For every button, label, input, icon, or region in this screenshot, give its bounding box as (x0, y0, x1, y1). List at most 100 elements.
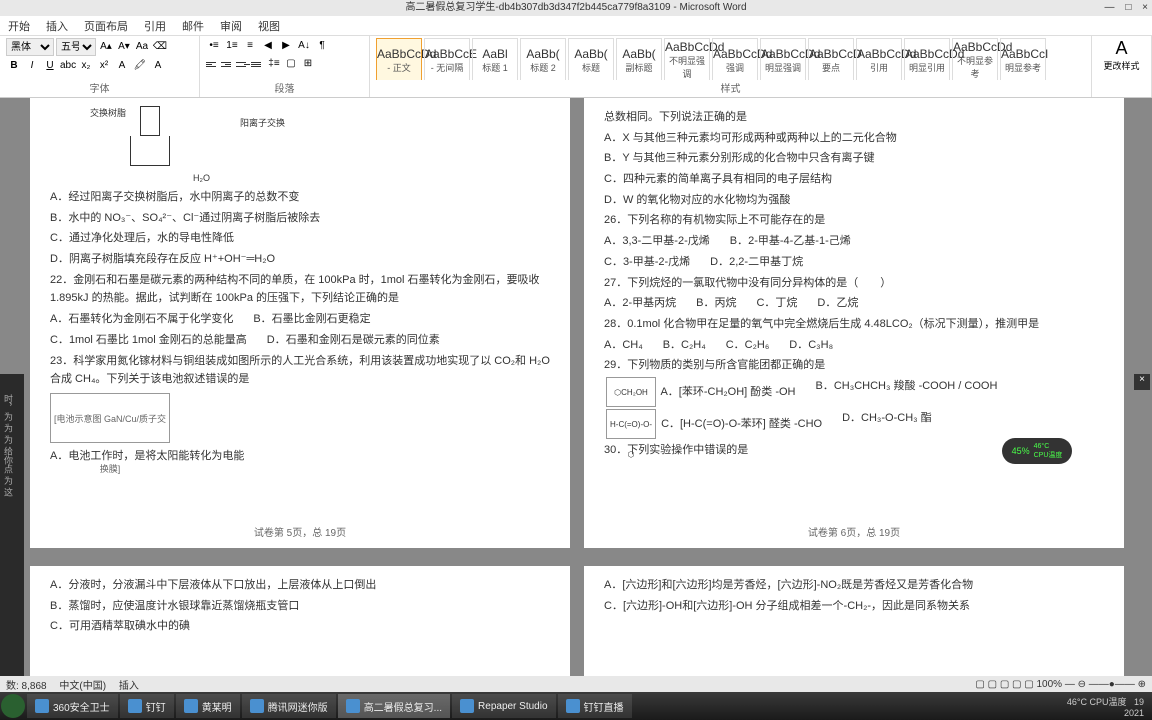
menu-view[interactable]: 视图 (258, 18, 280, 34)
dark-sidebar: 时，为 为 为 给你点 为 这 (0, 374, 24, 676)
numbering-button[interactable]: 1≡ (224, 38, 240, 54)
style-0[interactable]: AaBbCcDd- 正文 (376, 38, 422, 80)
close-button[interactable]: × (1142, 2, 1148, 13)
strikethrough-button[interactable]: abc (60, 58, 76, 74)
insert-mode[interactable]: 插入 (119, 681, 139, 692)
change-styles-label: 更改样式 (1098, 59, 1145, 72)
style-10[interactable]: AaBbCcDd引用 (856, 38, 902, 80)
multilevel-button[interactable]: ≡ (242, 38, 258, 54)
bold-button[interactable]: B (6, 58, 22, 74)
taskbar: 360安全卫士钉钉黄某明腾讯网迷你版高二暑假总复习...Repaper Stud… (0, 692, 1152, 720)
taskbar-item-4[interactable]: 高二暑假总复习... (338, 694, 450, 718)
align-center-button[interactable] (221, 57, 235, 71)
taskbar-item-3[interactable]: 腾讯网迷你版 (242, 694, 336, 718)
maximize-button[interactable]: □ (1125, 2, 1131, 13)
align-right-button[interactable] (236, 57, 250, 71)
zoom-slider[interactable]: — ⊖ ——●—— ⊕ (1065, 679, 1146, 690)
menu-references[interactable]: 引用 (144, 18, 166, 34)
sort-button[interactable]: A↓ (296, 38, 312, 54)
bullets-button[interactable]: •≡ (206, 38, 222, 54)
taskbar-tray[interactable]: 46°C CPU温度 192021 (1059, 695, 1152, 718)
style-11[interactable]: AaBbCcDd明显引用 (904, 38, 950, 80)
menu-review[interactable]: 审阅 (220, 18, 242, 34)
underline-button[interactable]: U (42, 58, 58, 74)
clear-format-button[interactable]: ⌫ (152, 39, 168, 55)
font-group-label: 字体 (6, 80, 193, 95)
option-c: C．通过净化处理后，水的导电性降低 (50, 229, 550, 248)
style-13[interactable]: AaBbCcI明显参考 (1000, 38, 1046, 80)
italic-button[interactable]: I (24, 58, 40, 74)
menu-layout[interactable]: 页面布局 (84, 18, 128, 34)
paragraph-group: •≡ 1≡ ≡ ◀ ▶ A↓ ¶ ‡≡ ▢ ⊞ 段落 (200, 36, 370, 97)
word-count[interactable]: 数: 8,868 (6, 681, 47, 692)
page-number-6: 试卷第 6页，总 19页 (584, 525, 1124, 542)
window-controls: — □ × (1097, 0, 1148, 16)
menu-insert[interactable]: 插入 (46, 18, 68, 34)
style-5[interactable]: AaBb(副标题 (616, 38, 662, 80)
paragraph-group-label: 段落 (206, 80, 363, 95)
font-color-button[interactable]: A (150, 58, 166, 74)
decrease-indent-button[interactable]: ◀ (260, 38, 276, 54)
show-marks-button[interactable]: ¶ (314, 38, 330, 54)
font-group: 黑体 五号 A▴ A▾ Aa ⌫ B I U abc x₂ x² A 🖍 A 字… (0, 36, 200, 97)
style-12[interactable]: AaBbCcDd不明显参考 (952, 38, 998, 80)
menu-home[interactable]: 开始 (8, 18, 30, 34)
option-d: D．阴离子树脂填充段存在反应 H⁺+OH⁻═H₂O (50, 250, 550, 269)
document-area[interactable]: 时，为 为 为 给你点 为 这 × 交换树脂 H₂O 阳离子交换 A．经过阳离子… (0, 98, 1152, 676)
titlebar: 高二暑假总复习学生-db4b307db3d347f2b445ca779f8a31… (0, 0, 1152, 16)
cpu-widget[interactable]: 45% 46°CCPU温度 (1002, 438, 1072, 464)
language[interactable]: 中文(中国) (59, 681, 106, 692)
style-9[interactable]: AaBbCcD要点 (808, 38, 854, 80)
superscript-button[interactable]: x² (96, 58, 112, 74)
style-3[interactable]: AaBb(标题 2 (520, 38, 566, 80)
style-2[interactable]: AaBl标题 1 (472, 38, 518, 80)
font-family-select[interactable]: 黑体 (6, 38, 54, 56)
increase-indent-button[interactable]: ▶ (278, 38, 294, 54)
shading-button[interactable]: ▢ (283, 56, 299, 72)
style-4[interactable]: AaBb(标题 (568, 38, 614, 80)
change-styles-icon[interactable]: A (1098, 38, 1145, 59)
option-b: B．水中的 NO₃⁻、SO₄²⁻、Cl⁻通过阴离子树脂后被除去 (50, 209, 550, 228)
line-spacing-button[interactable]: ‡≡ (266, 56, 282, 72)
sidebar-text: 时，为 为 为 给你点 为 这 (0, 374, 17, 517)
question-26: 26．下列名称的有机物实际上不可能存在的是 (604, 211, 1104, 230)
style-8[interactable]: AaBbCcDd明显强调 (760, 38, 806, 80)
question-22: 22．金刚石和石墨是碳元素的两种结构不同的单质，在 100kPa 时，1mol … (50, 271, 550, 308)
style-1[interactable]: AaBbCcE- 无间隔 (424, 38, 470, 80)
page-7: A．分液时，分液漏斗中下层液体从下口放出，上层液体从上口倒出 B．蒸馏时，应使温… (30, 566, 570, 676)
borders-button[interactable]: ⊞ (300, 56, 316, 72)
align-justify-button[interactable] (251, 57, 265, 71)
taskbar-item-0[interactable]: 360安全卫士 (27, 694, 118, 718)
page-5: 交换树脂 H₂O 阳离子交换 A．经过阳离子交换树脂后，水中阴离子的总数不变 B… (30, 98, 570, 548)
taskbar-item-6[interactable]: 钉钉直播 (558, 694, 632, 718)
taskbar-item-2[interactable]: 黄某明 (176, 694, 240, 718)
subscript-button[interactable]: x₂ (78, 58, 94, 74)
change-case-button[interactable]: Aa (134, 39, 150, 55)
minimize-button[interactable]: — (1105, 2, 1115, 13)
zoom-level[interactable]: 100% (1037, 679, 1063, 690)
style-6[interactable]: AaBbCcDd不明显强调 (664, 38, 710, 80)
question-23: 23．科学家用氮化镓材料与铜组装成如图所示的人工光合系统，利用该装置成功地实现了… (50, 352, 550, 389)
menubar: 开始 插入 页面布局 引用 邮件 审阅 视图 (0, 16, 1152, 36)
styles-group-label: 样式 (376, 80, 1085, 95)
styles-group: AaBbCcDd- 正文AaBbCcE- 无间隔AaBl标题 1AaBb(标题 … (370, 36, 1092, 97)
option-23a: A．电池工作时，是将太阳能转化为电能 (50, 447, 550, 466)
cpu-percent: 45% (1012, 446, 1030, 456)
highlight-button[interactable]: 🖍 (132, 58, 148, 74)
style-7[interactable]: AaBbCcDd强调 (712, 38, 758, 80)
battery-diagram: [电池示意图 GaN/Cu/质子交换膜] (50, 393, 170, 443)
menu-mailings[interactable]: 邮件 (182, 18, 204, 34)
statusbar: 数: 8,868 中文(中国) 插入 ▢ ▢ ▢ ▢ ▢ 100% — ⊖ ——… (0, 676, 1152, 692)
sidebar-close-button[interactable]: × (1134, 374, 1150, 390)
ribbon: 黑体 五号 A▴ A▾ Aa ⌫ B I U abc x₂ x² A 🖍 A 字… (0, 36, 1152, 98)
start-button[interactable] (1, 694, 25, 718)
align-left-button[interactable] (206, 57, 220, 71)
grow-font-button[interactable]: A▴ (98, 39, 114, 55)
question-28: 28．0.1mol 化合物甲在足量的氧气中完全燃烧后生成 4.48LCO₂（标况… (604, 315, 1104, 334)
shrink-font-button[interactable]: A▾ (116, 39, 132, 55)
view-buttons[interactable]: ▢ ▢ ▢ ▢ ▢ (975, 679, 1033, 690)
taskbar-item-5[interactable]: Repaper Studio (452, 694, 556, 718)
text-effects-button[interactable]: A (114, 58, 130, 74)
taskbar-item-1[interactable]: 钉钉 (120, 694, 174, 718)
font-size-select[interactable]: 五号 (56, 38, 96, 56)
